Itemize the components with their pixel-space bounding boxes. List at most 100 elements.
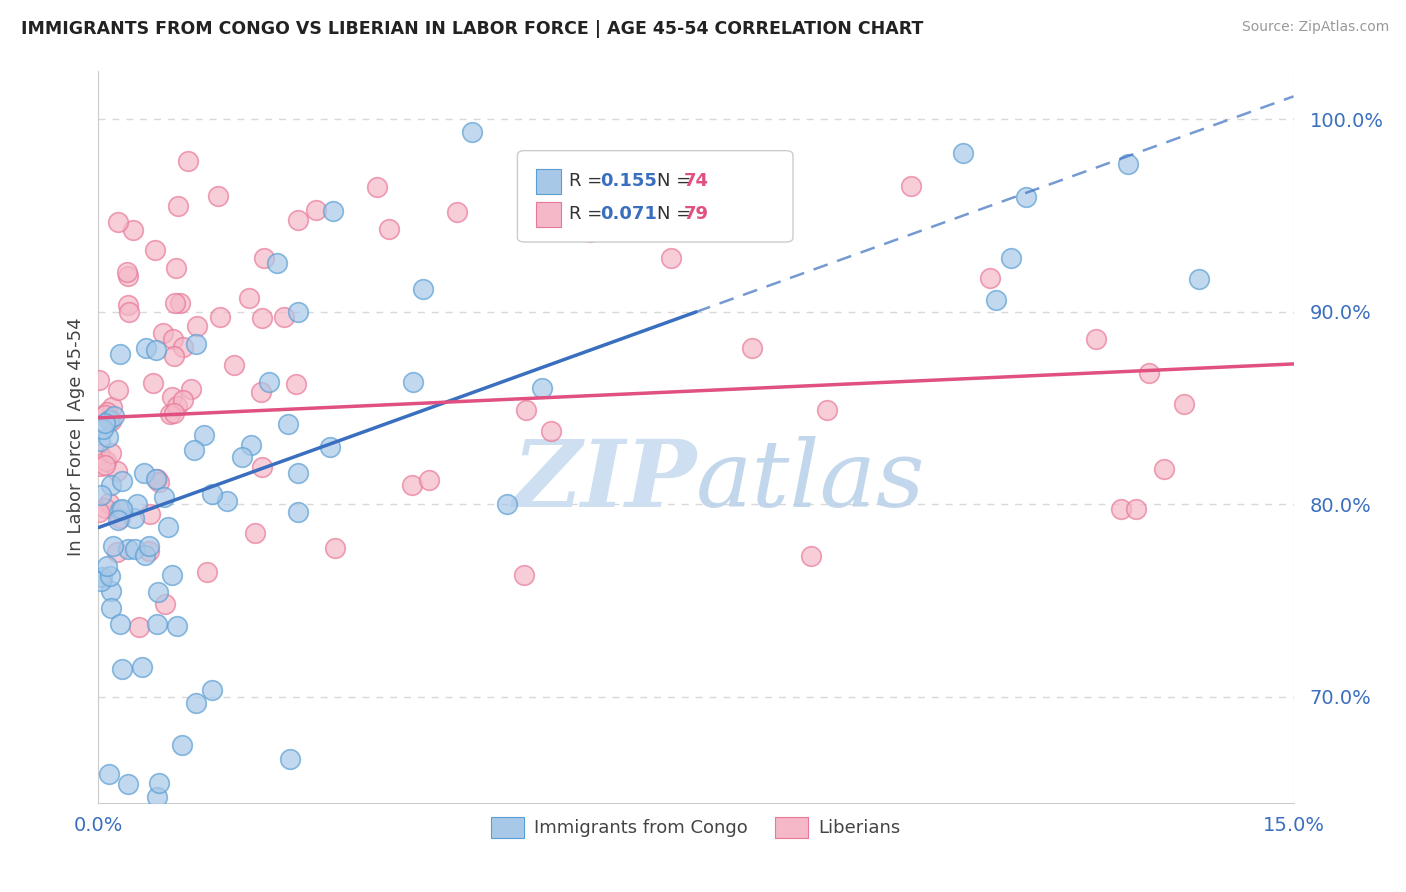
Point (986, 293, 1008, 307)
Point (100, 414, 122, 428)
Point (118, 305, 141, 319)
Point (145, 472, 167, 486)
Point (172, 738, 194, 752)
Point (1125, 501, 1147, 516)
Point (287, 466, 309, 480)
Text: atlas: atlas (696, 436, 925, 526)
Point (285, 377, 308, 392)
Text: IMMIGRANTS FROM CONGO VS LIBERIAN IN LABOR FORCE | AGE 45-54 CORRELATION CHART: IMMIGRANTS FROM CONGO VS LIBERIAN IN LAB… (21, 20, 924, 37)
Point (127, 497, 149, 511)
Point (94, 408, 117, 422)
Point (101, 539, 124, 553)
Point (659, 251, 682, 265)
Point (183, 443, 205, 458)
Point (209, 310, 232, 324)
Point (287, 212, 309, 227)
Point (366, 179, 388, 194)
Point (1000, 252, 1022, 266)
Point (304, 202, 326, 217)
Point (1109, 501, 1132, 516)
Point (94, 416, 117, 430)
Point (1173, 397, 1195, 411)
Point (1153, 461, 1175, 475)
Point (110, 502, 132, 516)
Point (238, 291, 260, 305)
Point (108, 511, 131, 525)
Point (172, 340, 194, 354)
Point (115, 265, 138, 279)
Point (259, 375, 281, 389)
Text: Source: ZipAtlas.com: Source: ZipAtlas.com (1241, 20, 1389, 34)
Point (163, 349, 186, 363)
Y-axis label: In Labor Force | Age 45-54: In Labor Force | Age 45-54 (66, 318, 84, 557)
Point (177, 153, 200, 168)
Point (98, 413, 121, 427)
Point (287, 305, 309, 319)
Point (91, 570, 114, 584)
Point (94, 454, 117, 468)
Point (1137, 366, 1160, 380)
Point (277, 417, 299, 432)
Point (94, 458, 117, 472)
Point (89, 447, 111, 461)
Point (117, 297, 139, 311)
Point (100, 600, 122, 615)
Point (110, 347, 132, 361)
Point (540, 424, 562, 438)
Point (401, 478, 423, 492)
Point (172, 393, 194, 408)
Point (167, 199, 190, 213)
Point (273, 310, 295, 324)
Point (412, 282, 434, 296)
Point (90, 458, 112, 473)
Point (97, 430, 120, 444)
Point (1188, 271, 1211, 285)
Point (418, 473, 440, 487)
Point (145, 343, 167, 358)
Point (979, 270, 1001, 285)
Point (110, 617, 132, 632)
Point (145, 243, 167, 257)
Point (87, 505, 110, 519)
Point (512, 568, 534, 582)
Point (107, 513, 129, 527)
Point (105, 464, 128, 478)
Point (253, 251, 276, 265)
Point (215, 494, 238, 508)
Point (138, 544, 160, 558)
Point (134, 466, 156, 480)
Point (145, 472, 167, 486)
Point (166, 399, 188, 413)
Point (103, 409, 125, 423)
Point (134, 548, 156, 562)
Point (530, 381, 553, 395)
Point (222, 358, 245, 372)
Point (117, 776, 139, 790)
Text: ZIP: ZIP (512, 436, 696, 526)
Point (700, 219, 723, 234)
Point (578, 225, 600, 239)
Text: R =: R = (569, 172, 609, 191)
Point (152, 326, 174, 340)
Point (124, 541, 146, 556)
Point (377, 222, 399, 236)
Point (231, 450, 253, 465)
Point (87, 373, 110, 387)
Point (138, 539, 160, 553)
Point (815, 403, 838, 417)
Point (162, 406, 184, 420)
Point (131, 659, 153, 673)
Point (90, 488, 112, 502)
Text: N =: N = (657, 205, 696, 224)
Point (180, 382, 202, 396)
Point (201, 487, 224, 501)
Point (515, 402, 537, 417)
Point (124, 511, 146, 525)
Point (165, 296, 187, 310)
Text: 0.155: 0.155 (600, 172, 657, 191)
Point (250, 384, 273, 399)
Point (1014, 190, 1036, 204)
Point (128, 620, 150, 634)
Point (201, 682, 224, 697)
Text: 74: 74 (683, 172, 709, 191)
